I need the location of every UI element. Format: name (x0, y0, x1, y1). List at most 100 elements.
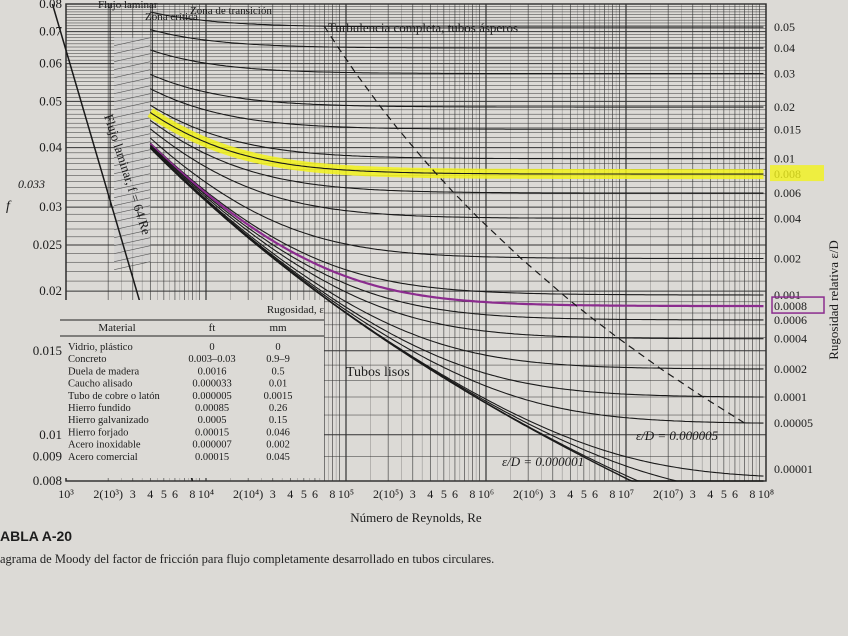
table-cell-mm: 0.002 (266, 440, 290, 451)
right-tick-label: 0.04 (774, 41, 795, 55)
table-cell-ft: 0.0005 (198, 415, 227, 426)
annotation-laminar-zone: Flujo laminar (98, 0, 158, 11)
table-cell-material: Caucho alisado (68, 379, 132, 390)
table-background (60, 300, 324, 478)
hatch-line (114, 101, 151, 110)
table-cell-ft: 0.000005 (192, 391, 231, 402)
hatch-line (114, 173, 151, 182)
smooth-pipe-curve (149, 147, 764, 482)
roughness-curve (149, 147, 764, 398)
table-cell-material: Duela de madera (68, 366, 139, 377)
y-tick-label: 0.015 (33, 343, 62, 358)
x-tick-label: 4 (567, 487, 573, 501)
table-cell-ft: 0.003–0.03 (188, 354, 235, 365)
roughness-curve (149, 137, 764, 260)
hatch-line (114, 109, 151, 118)
roughness-curve (150, 11, 764, 28)
right-tick-label: 0.015 (774, 122, 801, 136)
table-cell-mm: 0.046 (266, 427, 290, 438)
table-cell-mm: 0.15 (269, 415, 287, 426)
roughness-curve (149, 119, 764, 194)
hatch-line (114, 69, 151, 78)
hatch-line (114, 221, 151, 230)
y-tick-label: 0.07 (39, 24, 62, 39)
x-tick-label: 8 (469, 487, 475, 501)
x-tick-label: 6 (172, 487, 178, 501)
caption-title: ABLA A-20 (0, 528, 73, 544)
annotation-transition-zone: Zona de transición (190, 5, 272, 17)
roughness-curve (149, 143, 764, 308)
right-tick-label: 0.0008 (774, 299, 807, 313)
hatch-line (114, 61, 151, 70)
right-tick-label: 0.05 (774, 20, 795, 34)
table-cell-ft: 0 (209, 342, 214, 353)
y-tick-label: 0.03 (39, 199, 62, 214)
right-tick-label: 0.004 (774, 211, 801, 225)
y-tick-label: 0.05 (39, 93, 62, 108)
x-tick-label: 8 (329, 487, 335, 501)
table-cell-ft: 0.00085 (195, 403, 229, 414)
hatch-line (114, 37, 151, 46)
x-tick-label: 10³ (58, 487, 74, 501)
right-tick-label: 0.00005 (774, 416, 813, 430)
critical-zone-fill (114, 37, 151, 263)
x-tick-label: 6 (732, 487, 738, 501)
hatch-line (114, 53, 151, 62)
roughness-curve (150, 49, 764, 75)
table-header: ft (209, 322, 216, 334)
hatch-line (114, 197, 151, 206)
table-cell-material: Acero comercial (68, 452, 138, 463)
x-axis-label: Número de Reynolds, Re (350, 510, 482, 525)
x-tick-label: 2(10⁶) (513, 487, 543, 501)
roughness-table: Rugosidad, ε Material ft mm Vidrio, plástico… (60, 300, 324, 478)
x-tick-label: 2(10⁷) (653, 487, 683, 501)
x-tick-label: 3 (410, 487, 416, 501)
caption-body: agrama de Moody del factor de fricción p… (0, 552, 495, 566)
y-tick-label: 0.025 (33, 237, 62, 252)
roughness-curve (149, 112, 764, 175)
x-tick-label: 10⁴ (198, 487, 214, 501)
x-tick-label: 3 (270, 487, 276, 501)
table-cell-material: Hierro forjado (68, 427, 128, 438)
hatch-line (114, 117, 151, 126)
roughness-curve (149, 146, 764, 370)
hatch-line (114, 165, 151, 174)
x-tick-label: 3 (690, 487, 696, 501)
annotation-complete-turbulence: Turbulencia completa, tubos ásperos (328, 20, 518, 35)
roughness-curve (150, 29, 764, 49)
x-tick-label: 5 (581, 487, 587, 501)
hatch-line (114, 237, 151, 246)
annotation-ed-1e-6: ε/D = 0.000001 (502, 454, 584, 469)
right-tick-label: 0.0002 (774, 362, 807, 376)
right-tick-label: 0.001 (774, 288, 801, 302)
table-cell-ft: 0.00015 (195, 452, 229, 463)
table-cell-ft: 0.0016 (198, 366, 227, 377)
x-tick-label: 5 (161, 487, 167, 501)
x-tick-label: 10⁵ (338, 487, 354, 501)
hatch-line (114, 149, 151, 158)
x-tick-label: 2(10⁴) (233, 487, 263, 501)
table-cell-mm: 0.26 (269, 403, 287, 414)
hatch-line (114, 181, 151, 190)
x-tick-label: 10⁷ (618, 487, 634, 501)
annotation-critical-zone: Zona crítica (145, 11, 198, 23)
annotation-ed-5e-6: ε/D = 0.000005 (636, 428, 719, 443)
purple-label-box (771, 296, 825, 314)
yellow-label-highlight (770, 165, 824, 182)
x-tick-label: 2(10³) (93, 487, 123, 501)
curve-layer (51, 3, 764, 482)
annotation-smooth-pipes: Tubos lisos (346, 365, 410, 380)
x-tick-label: 8 (749, 487, 755, 501)
x-tick-label: 4 (287, 487, 293, 501)
critical-zone (109, 4, 153, 270)
hatch-line (114, 93, 151, 102)
x-tick-label: 3 (550, 487, 556, 501)
table-cell-ft: 0.000033 (192, 379, 231, 390)
table-cell-mm: 0.0015 (264, 391, 293, 402)
hatch-line (114, 253, 151, 262)
x-tick-label: 6 (592, 487, 598, 501)
hatch-line (114, 133, 151, 142)
x-tick-label: 4 (427, 487, 433, 501)
x-tick-label: 2(10⁵) (373, 487, 403, 501)
hatch-line (114, 77, 151, 86)
